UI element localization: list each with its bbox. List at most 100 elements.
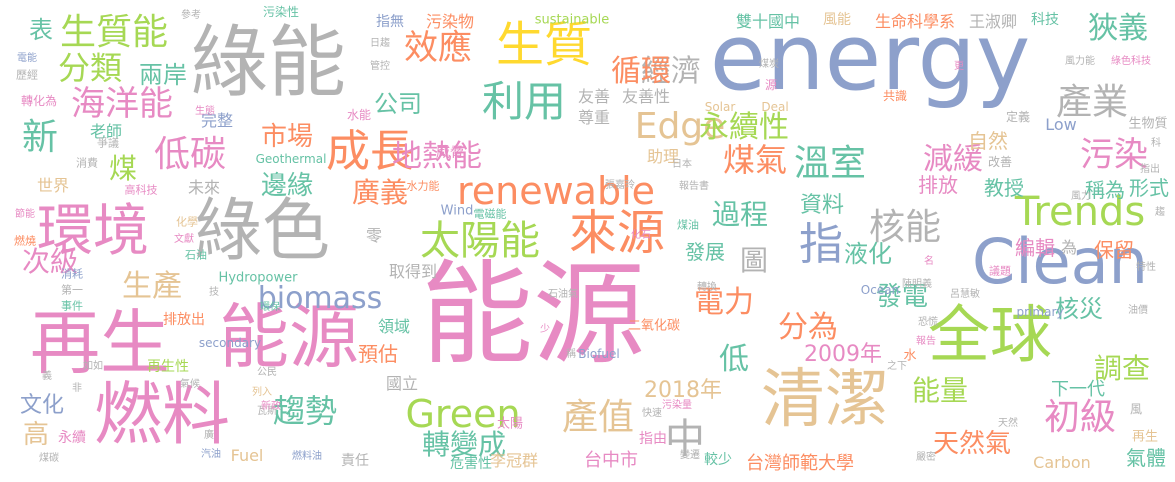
word: 氣體 <box>1126 446 1166 470</box>
word: 綠能 <box>189 18 347 108</box>
word: 油價 <box>1128 305 1148 316</box>
word: 友善 <box>577 87 611 106</box>
word: 趨勢 <box>272 392 338 430</box>
word: 保留 <box>1094 238 1134 262</box>
word: 全球 <box>927 298 1053 371</box>
word: 電力 <box>694 285 754 320</box>
word: 太陽能 <box>420 218 540 264</box>
word: 化石 <box>631 230 651 241</box>
word: 新 <box>21 117 59 158</box>
word: 氣候 <box>180 379 200 390</box>
word: 再生 <box>1131 429 1159 445</box>
word: 議題 <box>989 264 1011 278</box>
word: 非 <box>72 383 82 394</box>
word: 次級 <box>21 245 79 278</box>
word: 自然 <box>968 129 1008 153</box>
word: 能源 <box>219 296 359 378</box>
word: 特性 <box>1136 262 1156 273</box>
word: 水力能 <box>406 179 440 193</box>
word: 消費 <box>76 156 98 170</box>
word: 責任 <box>341 453 369 469</box>
word: 煤氣 <box>722 141 788 179</box>
word: 稱 <box>566 349 576 360</box>
word: 轉換 <box>697 282 717 293</box>
word: 成長 <box>326 126 414 177</box>
word: 少 <box>540 324 550 335</box>
word: 煤油 <box>677 218 699 232</box>
word: 核災 <box>1055 295 1103 323</box>
word: 領域 <box>377 317 411 336</box>
word: biomass <box>257 281 383 316</box>
word: 高科技 <box>124 183 158 197</box>
word: 效應 <box>404 28 472 68</box>
word: 如如 <box>83 361 103 372</box>
word: 恐慌 <box>918 317 938 328</box>
word: 文化 <box>19 393 65 418</box>
word: 生質 <box>495 17 593 73</box>
word: 環保 <box>260 302 280 313</box>
word: 教授 <box>984 176 1024 200</box>
word: renewable <box>456 169 656 213</box>
word: 溫室 <box>793 143 867 184</box>
word: 台灣師範大學 <box>746 453 854 474</box>
word: Carbon <box>1033 453 1091 472</box>
word: 趨 <box>1155 207 1165 218</box>
word: 2009年 <box>804 342 882 367</box>
word: Trends <box>1014 189 1146 235</box>
word: 第一 <box>61 283 83 297</box>
word: 科技 <box>1031 12 1059 28</box>
word: 調查 <box>1093 352 1151 385</box>
word: 燃燒 <box>14 234 36 248</box>
word: energy <box>709 4 1031 111</box>
word: 之下 <box>887 361 907 372</box>
word: 永續性 <box>699 110 789 145</box>
word: 2018年 <box>644 378 722 403</box>
word: 事件 <box>61 299 83 313</box>
word: 編輯 <box>1015 236 1055 260</box>
word: 列入 <box>252 387 272 398</box>
word: 世界 <box>36 176 70 195</box>
word: 減緩 <box>923 142 983 177</box>
word: 中 <box>665 416 705 462</box>
word: 更 <box>954 61 964 72</box>
word: 尊重 <box>577 108 611 127</box>
word: 污染 <box>1080 135 1148 175</box>
word: 雙十國中 <box>735 12 801 31</box>
word: 廣 <box>204 430 214 441</box>
word: 邊緣 <box>260 171 314 201</box>
word: Solar <box>704 100 736 114</box>
word: 汽油 <box>201 449 221 460</box>
word: Wind <box>440 203 474 219</box>
word: 污染性 <box>262 5 300 19</box>
word: 核能 <box>868 207 942 248</box>
word: 名 <box>924 256 934 267</box>
word: 煤炭 <box>759 59 779 70</box>
word: 分為 <box>778 310 838 345</box>
word: 新政 <box>261 401 281 412</box>
word: 指 <box>799 219 843 270</box>
word: 資料 <box>799 193 845 218</box>
word: Biofuel <box>578 347 620 361</box>
word: 煤碳 <box>39 453 59 464</box>
word: 綠色 <box>193 192 331 271</box>
word: 地熱能 <box>392 139 482 174</box>
word: 煤 <box>108 152 138 185</box>
word: 節能 <box>15 209 35 220</box>
word: 轉化為 <box>20 94 58 108</box>
word: 分類 <box>57 49 123 87</box>
word: 燃料 <box>93 376 231 455</box>
word: Hydropower <box>218 270 298 286</box>
word: 改善 <box>987 155 1013 169</box>
word: 參考 <box>181 10 201 21</box>
word: Geothermal <box>255 152 327 166</box>
word: 陳明義 <box>902 279 932 290</box>
word: 台中市 <box>584 450 638 471</box>
word: 生質能 <box>59 12 169 53</box>
word: 天然 <box>998 418 1018 429</box>
word: Edge <box>634 106 726 147</box>
word: primary <box>1016 305 1064 319</box>
word: 永續 <box>58 430 86 446</box>
word: 綠色科技 <box>1111 56 1151 67</box>
word: 生態 <box>195 106 215 117</box>
